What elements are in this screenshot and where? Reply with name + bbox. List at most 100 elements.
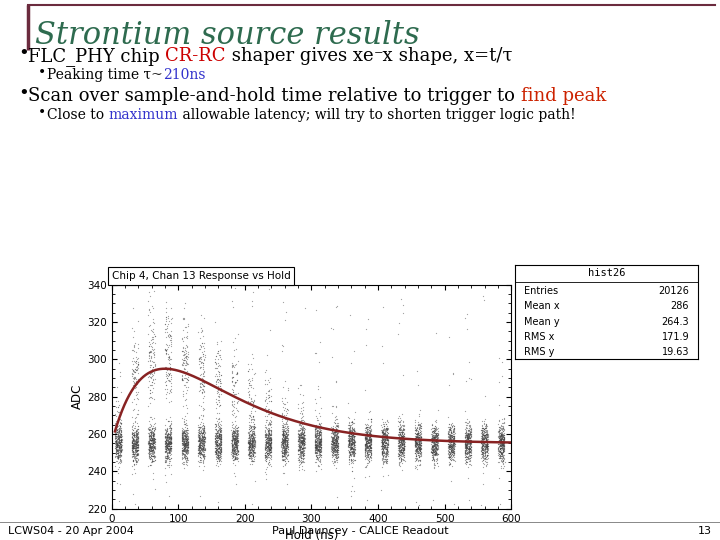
Point [227,387,238,396]
Point [412,430,423,438]
Point [379,426,390,434]
Point [177,367,189,375]
Point [326,446,338,455]
Point [247,449,258,458]
Point [159,424,171,433]
Point [195,441,207,450]
Point [197,406,209,414]
Point [131,440,143,448]
Point [112,447,123,455]
Point [230,440,241,448]
Point [446,443,457,451]
Point [260,465,271,474]
Point [315,450,326,459]
Point [195,443,207,452]
Point [297,403,309,411]
Point [281,431,292,440]
Point [426,444,438,453]
Point [199,455,210,463]
Point [413,445,424,454]
Point [182,369,194,377]
Point [131,454,143,462]
Point [281,426,292,435]
Point [477,435,489,444]
Point [110,451,122,460]
Point [130,433,141,442]
Point [126,364,138,373]
Point [230,440,242,448]
Point [166,438,177,447]
Point [246,453,257,461]
Point [180,341,192,349]
Point [413,446,425,455]
Point [413,433,425,441]
Point [115,447,127,456]
Point [428,429,439,437]
Point [181,437,192,446]
Point [179,348,190,357]
Point [498,433,509,441]
Point [198,426,210,434]
Point [265,443,276,451]
Point [412,437,423,445]
Point [112,435,123,444]
Point [178,444,189,453]
Point [310,446,322,454]
Point [279,394,291,402]
Point [112,436,124,445]
Point [161,443,172,451]
Point [210,447,221,456]
Point [143,348,154,356]
Point [127,447,139,456]
Point [444,442,455,451]
Point [330,424,341,433]
Point [346,456,357,464]
Point [464,448,476,456]
Point [392,438,404,447]
Point [310,443,322,451]
Point [195,438,207,447]
Point [264,437,276,445]
Point [148,448,159,457]
Point [148,346,159,355]
Point [228,406,239,414]
Point [230,404,242,413]
Point [166,342,177,350]
Point [329,439,341,448]
Point [264,434,276,442]
Point [476,450,487,458]
Point [230,454,241,463]
Point [231,435,243,444]
Point [266,438,277,447]
Point [261,428,272,437]
Point [230,411,242,420]
Point [181,447,192,455]
Point [462,437,473,446]
Point [393,424,405,433]
Point [296,432,307,441]
Point [131,443,143,451]
Point [182,426,194,435]
Point [243,440,255,449]
Point [243,414,255,423]
Point [461,436,472,444]
Point [264,433,275,442]
Point [427,424,438,433]
Point [331,448,343,456]
Point [276,437,287,446]
Point [230,454,241,462]
Point [276,434,288,443]
Point [360,434,372,443]
Point [264,448,276,457]
Point [276,421,287,430]
Point [498,436,509,445]
Point [161,346,172,355]
Point [464,426,475,435]
Point [480,431,491,440]
Point [381,436,392,444]
Point [293,438,305,447]
Point [378,422,390,430]
Point [446,420,457,428]
Point [161,443,173,452]
Point [426,442,438,450]
